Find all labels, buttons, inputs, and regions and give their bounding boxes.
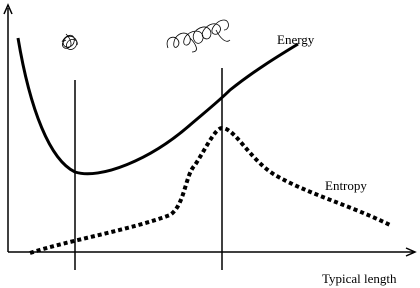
axes: [3, 3, 417, 257]
entropy-curve: [29, 125, 393, 255]
chain-icon: [166, 19, 231, 53]
x-axis-arrow: [405, 247, 417, 257]
entropy-label: Entropy: [325, 178, 367, 193]
energy-curve: [16, 37, 299, 176]
x-axis-label: Typical length: [322, 271, 397, 286]
coil-icon: [61, 33, 78, 50]
energy-label: Energy: [277, 32, 315, 47]
y-axis-arrow: [3, 3, 13, 15]
